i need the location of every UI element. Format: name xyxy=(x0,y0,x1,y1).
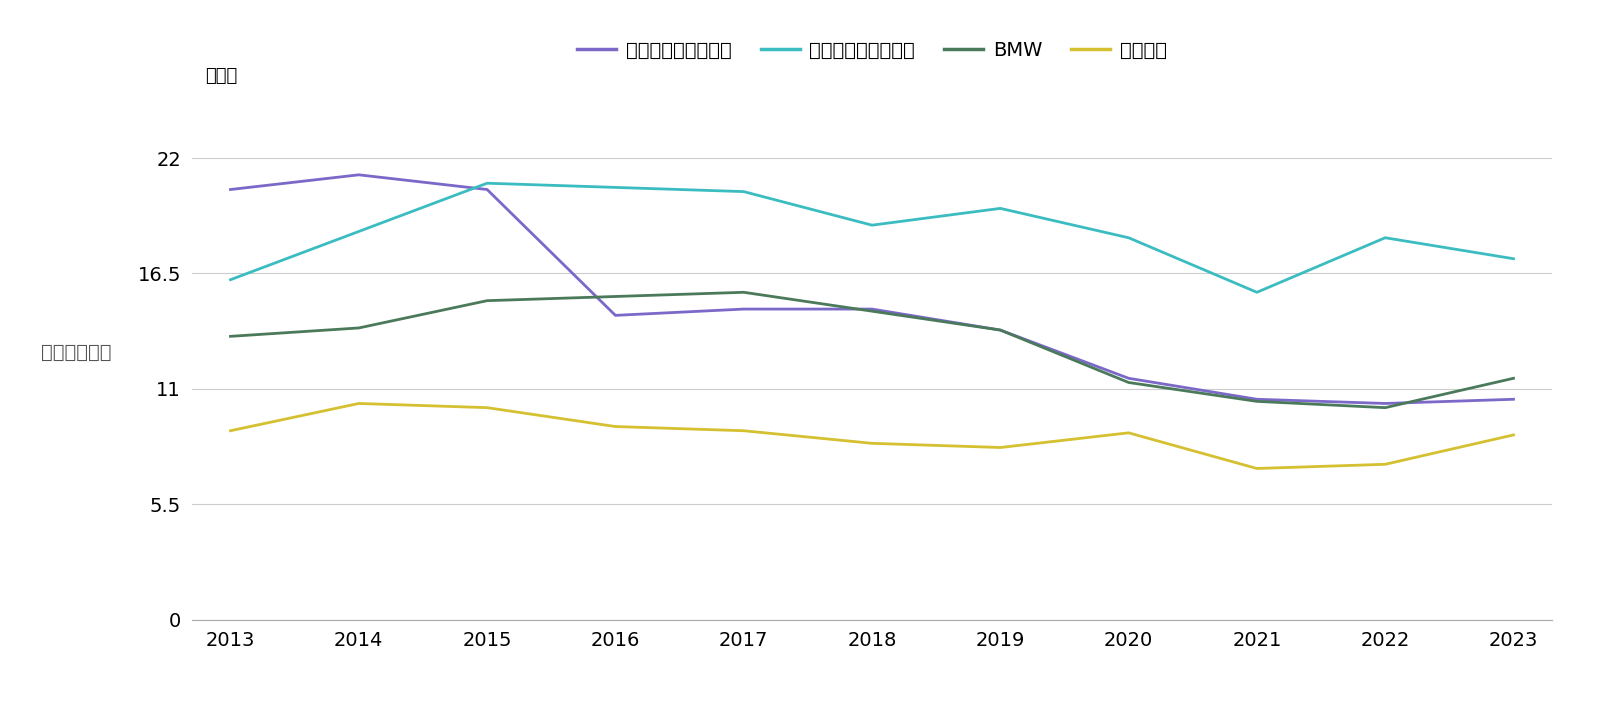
Text: （％）: （％） xyxy=(205,67,238,85)
Text: 輸入車シェア: 輸入車シェア xyxy=(42,343,112,362)
Legend: フォルクスワーゲン, メルセデス・ベンツ, BMW, アウディ: フォルクスワーゲン, メルセデス・ベンツ, BMW, アウディ xyxy=(570,33,1174,68)
